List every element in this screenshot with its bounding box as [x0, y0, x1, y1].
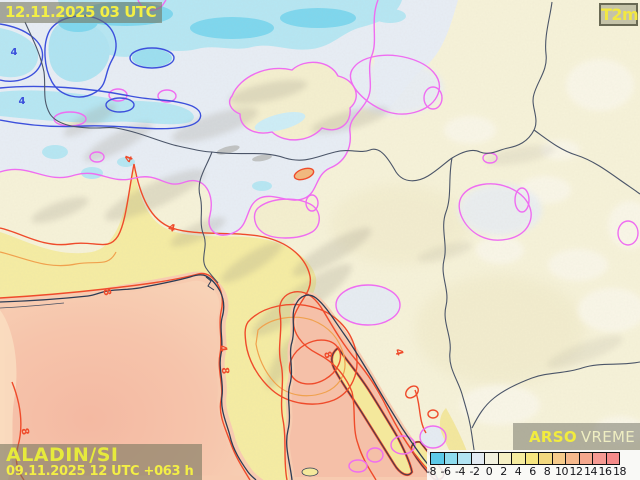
- legend-tick-label: -6: [440, 465, 451, 478]
- brand-band: ARSO VREME: [513, 423, 640, 450]
- legend-cell: [430, 452, 445, 465]
- border-lines: [24, 1, 640, 475]
- contour-label: 4: [11, 47, 18, 58]
- brand-name-arso: ARSO: [529, 427, 577, 446]
- legend-tick-label: 6: [529, 465, 536, 478]
- legend-tick-label: 0: [485, 465, 493, 478]
- legend-cell: [565, 452, 580, 465]
- legend-tick-label: 18: [613, 465, 627, 478]
- contour-label: 4: [19, 96, 26, 107]
- model-info-stamp: ALADIN/SI 09.11.2025 12 UTC +063 h: [0, 444, 203, 480]
- model-run-label: 09.11.2025 12 UTC +063 h: [6, 464, 194, 479]
- contour-label: 4: [392, 348, 404, 358]
- legend-tick-label: 10: [555, 465, 569, 478]
- legend-cell: [592, 452, 607, 465]
- sea-layer: [0, 271, 445, 480]
- legend-cell: [605, 452, 620, 465]
- contour-label: 8: [321, 350, 334, 360]
- contour-label: 4: [216, 344, 228, 353]
- parameter-badge: T2m: [599, 3, 639, 26]
- legend-color-scale: [430, 452, 620, 465]
- legend-tick-label: -2: [469, 465, 480, 478]
- contour-label: 8: [219, 367, 231, 375]
- orange-contours: [0, 251, 346, 397]
- valid-time-stamp: 12.11.2025 03 UTC: [0, 2, 163, 23]
- legend-cell: [470, 452, 485, 465]
- coastline: [0, 274, 439, 480]
- brand-name-vreme: VREME: [580, 427, 636, 446]
- temperature-legend: -8 -6 -4 -2 0 2 4 6 8 10 12 14 16 18: [426, 450, 640, 480]
- red-contours: [0, 163, 441, 480]
- legend-tick-label: -8: [426, 465, 436, 478]
- legend-cell: [538, 452, 553, 465]
- legend-cell: [457, 452, 472, 465]
- legend-cell: [443, 452, 458, 465]
- contour-value-labels: 4 4 4 4 4 8 8 8 8 4: [11, 47, 405, 436]
- legend-tick-label: 16: [598, 465, 613, 478]
- contour-label: 8: [18, 427, 30, 436]
- legend-cell: [524, 452, 539, 465]
- legend-tick-label: -4: [455, 465, 465, 478]
- legend-cell: [497, 452, 512, 465]
- legend-tick-label: 4: [514, 465, 522, 478]
- legend-tick-label: 8: [543, 465, 551, 478]
- contour-label: 4: [123, 154, 136, 164]
- model-name: ALADIN/SI: [6, 444, 119, 466]
- legend-cell: [484, 452, 499, 465]
- legend-tick-label: 12: [569, 465, 584, 478]
- contour-label: 8: [100, 288, 112, 298]
- legend-tick-label: 2: [500, 465, 507, 478]
- contour-label: 4: [167, 222, 177, 234]
- legend-cell: [578, 452, 593, 465]
- legend-cell: [551, 452, 566, 465]
- legend-cell: [511, 452, 526, 465]
- legend-tick-label: 14: [584, 465, 598, 478]
